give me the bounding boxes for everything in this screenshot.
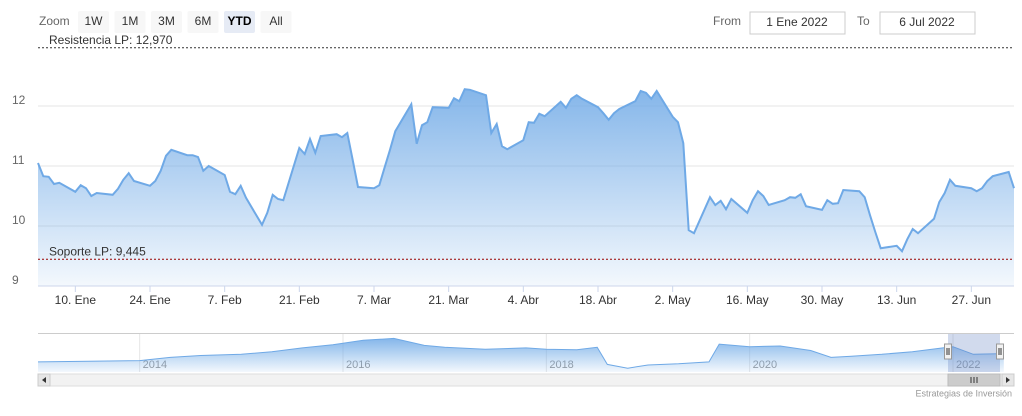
zoom-button-label[interactable]: All [269,14,282,28]
y-tick-label: 12 [12,93,26,107]
arrow-left [42,377,46,383]
zoom-button-label[interactable]: YTD [228,14,252,28]
x-tick-label: 30. May [801,293,844,307]
y-tick-label: 11 [12,153,25,167]
navigator-handle[interactable] [996,343,1004,360]
zoom-button-label[interactable]: 1W [85,14,104,28]
price-line [37,337,1004,369]
x-tick-label: 24. Ene [129,293,171,307]
area-fill [38,89,1014,286]
price-line [37,88,1015,253]
zoom-label: Zoom [39,14,70,28]
x-tick-label: 2. May [655,293,691,307]
from-input[interactable]: 1 Ene 2022 [766,15,828,29]
zoom-button[interactable] [78,11,109,33]
x-tick-label: 18. Abr [579,293,617,307]
x-tick-label: 21. Feb [279,293,320,307]
x-tick-label: 21. Mar [428,293,469,307]
x-tick-label: 4. Abr [508,293,539,307]
plot-line-label: Soporte LP: 9,445 [49,244,146,258]
plots: 9 10 11 12 10. Ene 24. Ene 7. Feb 21. Feb 7. Mar… [12,33,1015,372]
arrow-right [1006,377,1010,383]
x-tick-label: 7. Mar [357,293,391,307]
zoom-buttons: 1W 1M 3M 6M YTD All [78,11,292,33]
y-tick-label: 10 [12,213,26,227]
to-label: To [857,14,870,28]
x-tick-label: 13. Jun [877,293,916,307]
zoom-button[interactable] [224,11,255,33]
from-input-box[interactable] [749,11,846,35]
zoom-button-label[interactable]: 6M [195,14,212,28]
navigator-selection[interactable] [948,334,1000,372]
zoom-button[interactable] [260,11,292,33]
x-tick-label: 10. Ene [55,293,97,307]
area-fill [38,338,1004,372]
x-tick-label: 27. Jun [952,293,991,307]
navigator-handle[interactable] [944,343,952,360]
scrollbar-grip [970,377,978,383]
to-input[interactable]: 6 Jul 2022 [899,15,955,29]
from-label: From [713,14,741,28]
to-input-box[interactable] [879,11,976,35]
x-tick-label: 16. May [726,293,769,307]
zoom-button-label[interactable]: 1M [122,14,139,28]
credits: Estrategias de Inversión [915,388,1012,398]
plot-line-label: Resistencia LP: 12,970 [49,33,173,47]
zoom-button[interactable] [114,11,146,33]
y-tick-label: 9 [12,273,19,287]
zoom-button[interactable] [187,11,219,33]
zoom-button[interactable] [151,11,182,33]
zoom-button-label[interactable]: 3M [158,14,175,28]
x-tick-label: 7. Feb [208,293,242,307]
scrollbar-track[interactable] [37,373,1015,387]
